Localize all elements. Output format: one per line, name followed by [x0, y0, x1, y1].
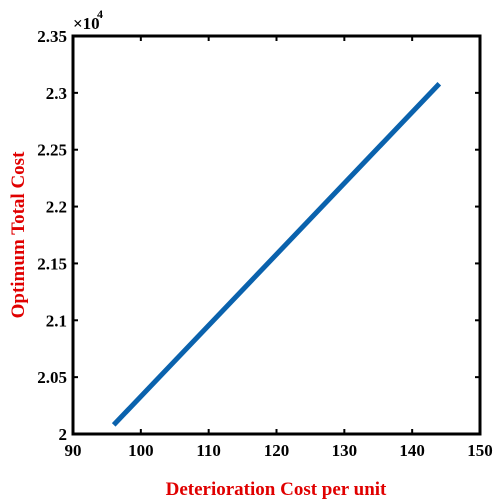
y-tick-label: 2.2 [46, 198, 67, 217]
x-tick-label: 140 [399, 441, 425, 460]
y-tick-label: 2.25 [37, 141, 67, 160]
x-tick-label: 130 [332, 441, 358, 460]
y-axis-ticks: 2 2.05 2.1 2.15 2.2 2.25 2.3 2.35 [37, 27, 480, 444]
y-exponent-power: 4 [97, 7, 103, 21]
x-tick-label: 120 [264, 441, 290, 460]
x-tick-label: 110 [196, 441, 221, 460]
y-tick-label: 2.3 [46, 84, 67, 103]
y-tick-label: 2 [59, 425, 68, 444]
y-axis-label: Optimum Total Cost [8, 151, 29, 318]
x-tick-label: 150 [467, 441, 493, 460]
y-exponent-base: ×10 [73, 14, 100, 33]
y-axis-exponent: ×10 4 [73, 7, 103, 33]
y-tick-label: 2.05 [37, 368, 67, 387]
x-tick-label: 100 [128, 441, 154, 460]
series-line [111, 82, 442, 427]
plot-area [73, 36, 480, 434]
x-tick-label: 90 [65, 441, 82, 460]
y-tick-label: 2.35 [37, 27, 67, 46]
series-layer [111, 82, 442, 427]
x-axis-label: Deterioration Cost per unit [166, 479, 387, 500]
y-tick-label: 2.1 [46, 311, 67, 330]
plot-frame [71, 34, 482, 436]
y-tick-label: 2.15 [37, 254, 67, 273]
